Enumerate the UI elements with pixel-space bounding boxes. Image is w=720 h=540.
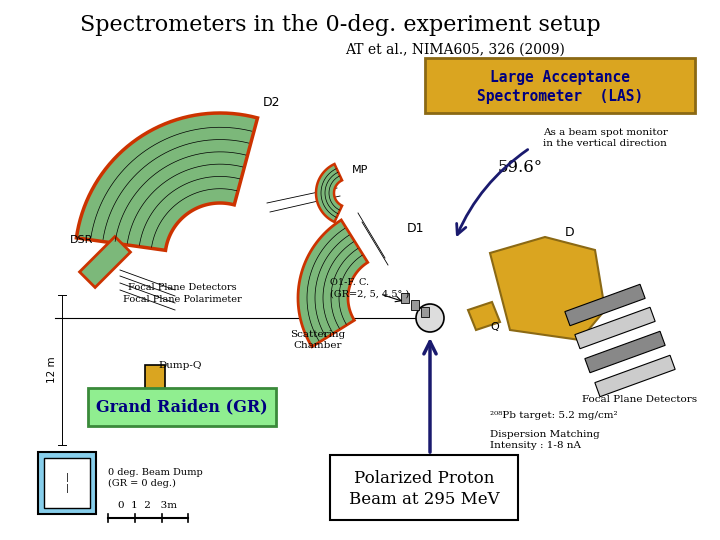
Polygon shape [565, 284, 645, 326]
Bar [88, 388, 276, 426]
Text: D2: D2 [264, 97, 281, 110]
Polygon shape [76, 113, 258, 251]
Polygon shape [595, 355, 675, 397]
Text: 59.6°: 59.6° [498, 159, 543, 177]
Text: 0 deg. Beam Dump
(GR = 0 deg.): 0 deg. Beam Dump (GR = 0 deg.) [108, 468, 203, 488]
Text: Polarized Proton
Beam at 295 MeV: Polarized Proton Beam at 295 MeV [348, 470, 499, 508]
Text: D: D [565, 226, 575, 239]
Text: DSR: DSR [71, 235, 94, 245]
Bar [425, 58, 695, 113]
Bar [421, 307, 429, 317]
Text: MP: MP [352, 165, 368, 175]
Bar [44, 458, 90, 508]
Text: AT et al., NIMA605, 326 (2009): AT et al., NIMA605, 326 (2009) [345, 43, 565, 57]
Polygon shape [490, 237, 605, 340]
Text: Large Acceptance
Spectrometer  (LAS): Large Acceptance Spectrometer (LAS) [477, 70, 643, 104]
Polygon shape [575, 307, 655, 349]
Polygon shape [468, 302, 500, 330]
Text: Dump-Q: Dump-Q [158, 361, 202, 370]
Text: 12 m: 12 m [47, 357, 57, 383]
Polygon shape [585, 331, 665, 373]
Polygon shape [298, 220, 368, 347]
Bar [401, 293, 409, 303]
Bar [411, 300, 419, 310]
Polygon shape [316, 164, 342, 222]
Text: As a beam spot monitor
in the vertical direction: As a beam spot monitor in the vertical d… [543, 127, 668, 149]
Text: Focal Plane Detectors: Focal Plane Detectors [127, 284, 236, 293]
Text: Spectrometers in the 0-deg. experiment setup: Spectrometers in the 0-deg. experiment s… [80, 14, 600, 36]
Text: 0  1  2   3m: 0 1 2 3m [119, 501, 178, 510]
Text: Grand Raiden (GR): Grand Raiden (GR) [96, 399, 268, 415]
Text: O1-F. C.
(GR=2, 5, 4.5° ): O1-F. C. (GR=2, 5, 4.5° ) [330, 278, 409, 298]
Text: Dispersion Matching
Intensity : 1-8 nA: Dispersion Matching Intensity : 1-8 nA [490, 430, 600, 450]
Text: |
|: | | [66, 473, 68, 492]
Text: Focal Plane Polarimeter: Focal Plane Polarimeter [122, 295, 241, 305]
Text: Scattering
Chamber: Scattering Chamber [290, 330, 346, 350]
Polygon shape [79, 237, 130, 287]
Text: ²⁰⁸Pb target: 5.2 mg/cm²: ²⁰⁸Pb target: 5.2 mg/cm² [490, 410, 618, 420]
Circle shape [416, 304, 444, 332]
Text: Q: Q [490, 322, 500, 332]
Bar [38, 452, 96, 514]
Text: D1: D1 [408, 221, 425, 234]
Bar [145, 365, 165, 393]
Bar [330, 455, 518, 520]
Text: Focal Plane Detectors: Focal Plane Detectors [582, 395, 698, 404]
